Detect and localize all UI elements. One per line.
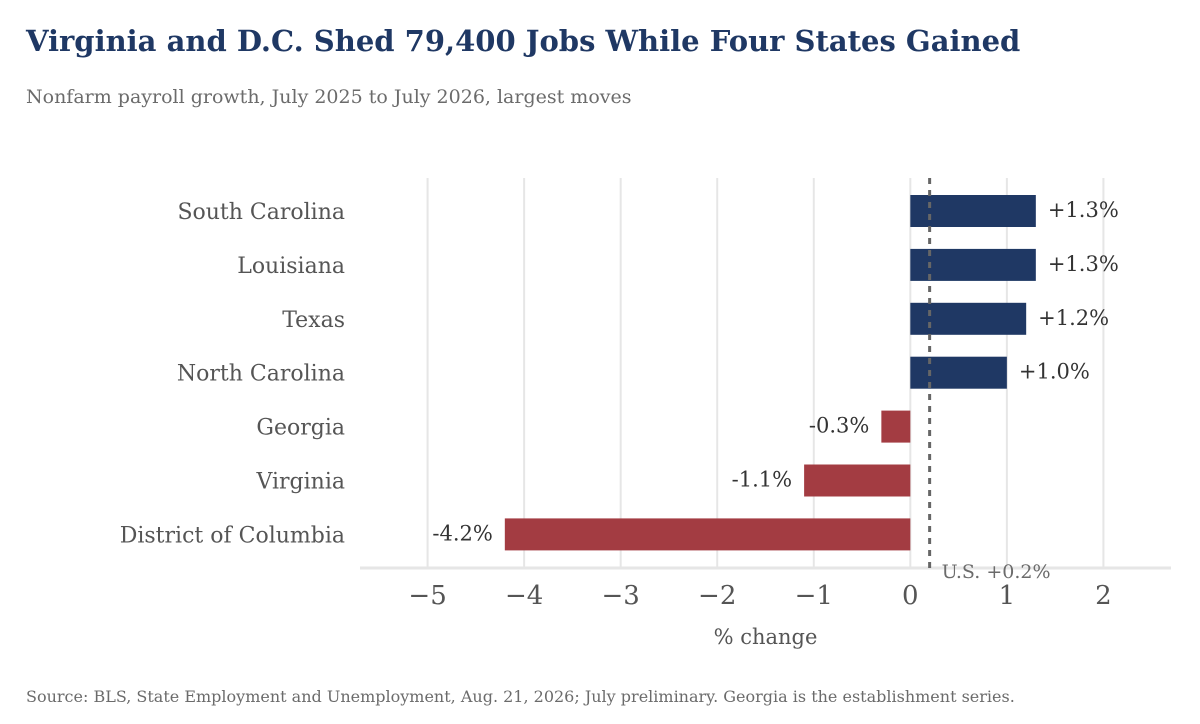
x-tick-label: −2 [698, 581, 736, 611]
data-label: -4.2% [432, 521, 492, 545]
data-label: +1.3% [1048, 252, 1119, 276]
x-tick-label: 1 [999, 581, 1016, 611]
data-label: -0.3% [809, 414, 869, 438]
x-tick-label: −1 [795, 581, 833, 611]
bar [804, 464, 911, 497]
category-label: Virginia [256, 470, 346, 495]
category-label: Louisiana [237, 254, 345, 279]
bar-chart: −5 −4 −3 −2 −1 0 1 2 South Carolina +1.3% Louisian… [120, 178, 1171, 649]
bar [910, 356, 1007, 389]
bars [504, 178, 1036, 568]
data-label: +1.0% [1019, 360, 1090, 384]
data-label: +1.3% [1048, 198, 1119, 222]
x-tick-label: 0 [902, 581, 919, 611]
x-tick-label: −3 [602, 581, 640, 611]
category-label: District of Columbia [120, 523, 345, 548]
bar [881, 410, 911, 443]
chart-title: Virginia and D.C. Shed 79,400 Jobs While… [26, 24, 1021, 58]
x-tick-label: −4 [505, 581, 543, 611]
category-label: Texas [282, 308, 345, 333]
labels: −5 −4 −3 −2 −1 0 1 2 South Carolina +1.3% Louisian… [120, 198, 1119, 649]
bar [910, 302, 1027, 335]
category-label: South Carolina [177, 200, 345, 225]
data-label: -1.1% [732, 468, 792, 492]
chart-subtitle: Nonfarm payroll growth, July 2025 to Jul… [26, 86, 632, 108]
data-label: +1.2% [1038, 306, 1109, 330]
bar [504, 518, 911, 551]
source-note: Source: BLS, State Employment and Unempl… [26, 687, 1015, 706]
x-tick-label: 2 [1095, 581, 1112, 611]
category-label: Georgia [256, 416, 345, 441]
x-axis-title: % change [714, 625, 818, 649]
us-reference-label: U.S. +0.2% [942, 561, 1051, 583]
category-label: North Carolina [177, 362, 345, 387]
x-tick-label: −5 [408, 581, 446, 611]
bar [910, 195, 1036, 227]
bar [910, 248, 1036, 281]
